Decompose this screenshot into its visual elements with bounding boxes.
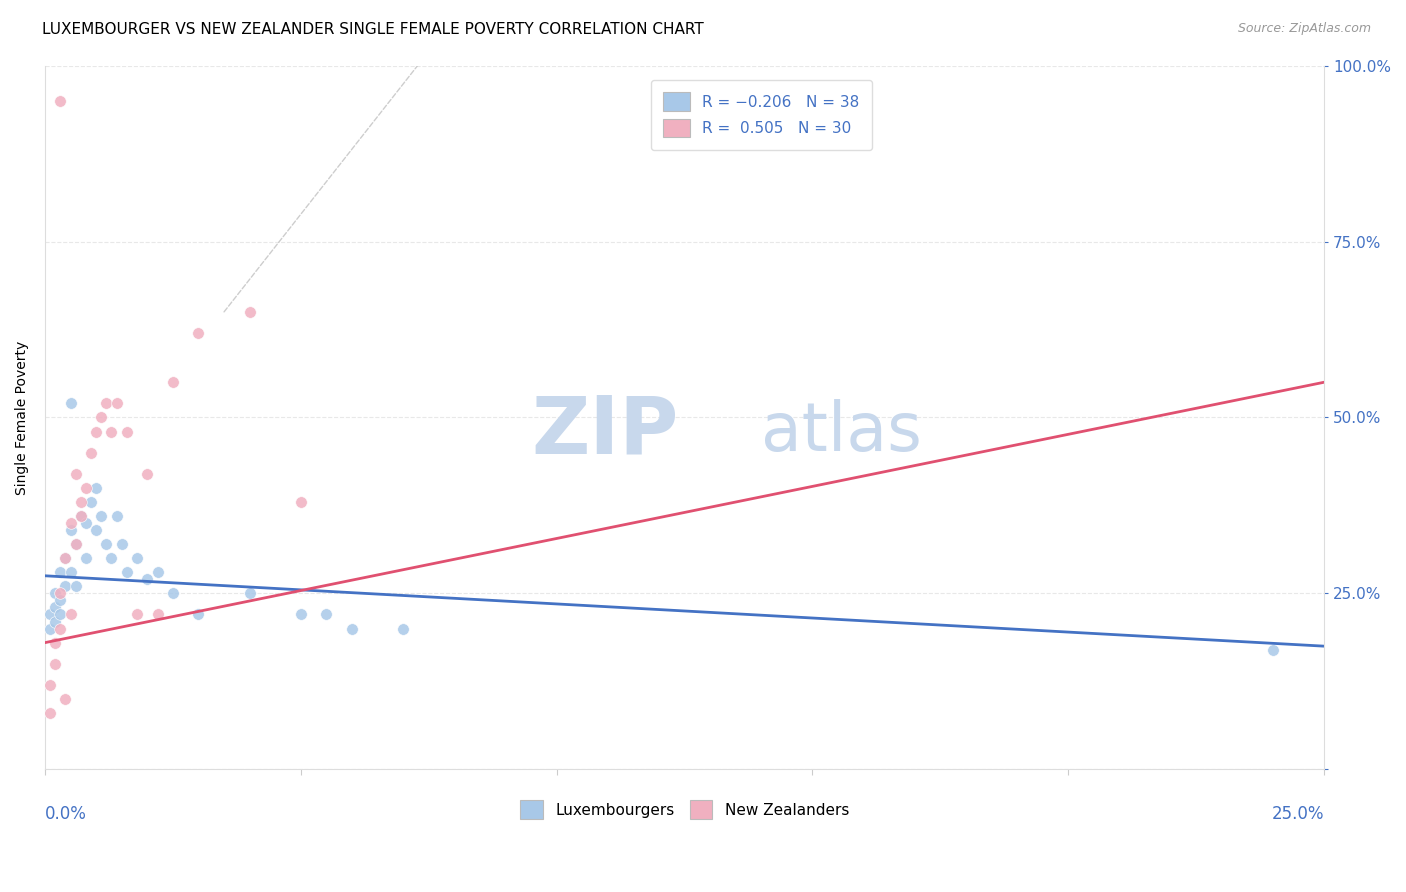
Point (96, 396, 118, 410)
Point (125, 607, 148, 622)
Point (44, 600, 66, 615)
Point (49, 586, 72, 600)
Point (49, 622, 72, 636)
Point (49, 566, 72, 580)
Point (90, 410, 112, 425)
Point (49, 607, 72, 622)
Point (65, 579, 87, 593)
Point (39, 622, 62, 636)
Point (80, 445, 103, 459)
Text: 25.0%: 25.0% (1271, 805, 1324, 822)
Point (59, 523, 82, 537)
Point (90, 508, 112, 523)
Point (239, 305, 262, 319)
Point (136, 572, 159, 586)
Point (290, 495, 312, 509)
Point (1261, 642, 1284, 657)
Point (69, 508, 91, 523)
Point (65, 537, 87, 551)
Point (146, 566, 169, 580)
Point (49, 94, 72, 108)
Point (44, 615, 66, 629)
Point (105, 396, 128, 410)
Text: LUXEMBOURGER VS NEW ZEALANDER SINGLE FEMALE POVERTY CORRELATION CHART: LUXEMBOURGER VS NEW ZEALANDER SINGLE FEM… (42, 22, 704, 37)
Point (125, 551, 148, 566)
Point (75, 551, 97, 566)
Point (290, 607, 312, 622)
Point (146, 607, 169, 622)
Point (80, 495, 103, 509)
Point (39, 607, 62, 622)
Point (55, 551, 77, 566)
Point (315, 607, 337, 622)
Text: atlas: atlas (761, 399, 922, 465)
Point (187, 326, 209, 340)
Point (49, 593, 72, 607)
Point (59, 566, 82, 580)
Point (69, 508, 91, 523)
Point (55, 579, 77, 593)
Point (55, 692, 77, 706)
Point (105, 508, 128, 523)
Point (136, 467, 159, 481)
Point (392, 622, 415, 636)
Point (96, 537, 118, 551)
Point (115, 566, 138, 580)
Point (187, 607, 209, 622)
Point (100, 425, 122, 439)
Point (239, 586, 262, 600)
Point (39, 678, 62, 692)
Point (100, 551, 122, 566)
Point (84, 425, 107, 439)
Point (340, 622, 363, 636)
Point (75, 516, 97, 530)
Point (69, 495, 91, 509)
Point (65, 467, 87, 481)
Point (59, 607, 82, 622)
Text: ZIP: ZIP (531, 392, 678, 470)
Point (162, 376, 184, 390)
Point (55, 551, 77, 566)
Point (59, 516, 82, 530)
Legend: Luxembourgers, New Zealanders: Luxembourgers, New Zealanders (513, 794, 855, 825)
Point (111, 537, 134, 551)
Point (39, 706, 62, 720)
Point (84, 481, 107, 495)
Point (44, 657, 66, 671)
Point (44, 586, 66, 600)
Point (75, 481, 97, 495)
Point (84, 523, 107, 537)
Point (59, 396, 82, 410)
Point (115, 425, 138, 439)
Text: Source: ZipAtlas.com: Source: ZipAtlas.com (1237, 22, 1371, 36)
Point (162, 586, 184, 600)
Y-axis label: Single Female Poverty: Single Female Poverty (15, 341, 30, 494)
Point (65, 537, 87, 551)
Text: 0.0%: 0.0% (45, 805, 87, 822)
Point (44, 635, 66, 649)
